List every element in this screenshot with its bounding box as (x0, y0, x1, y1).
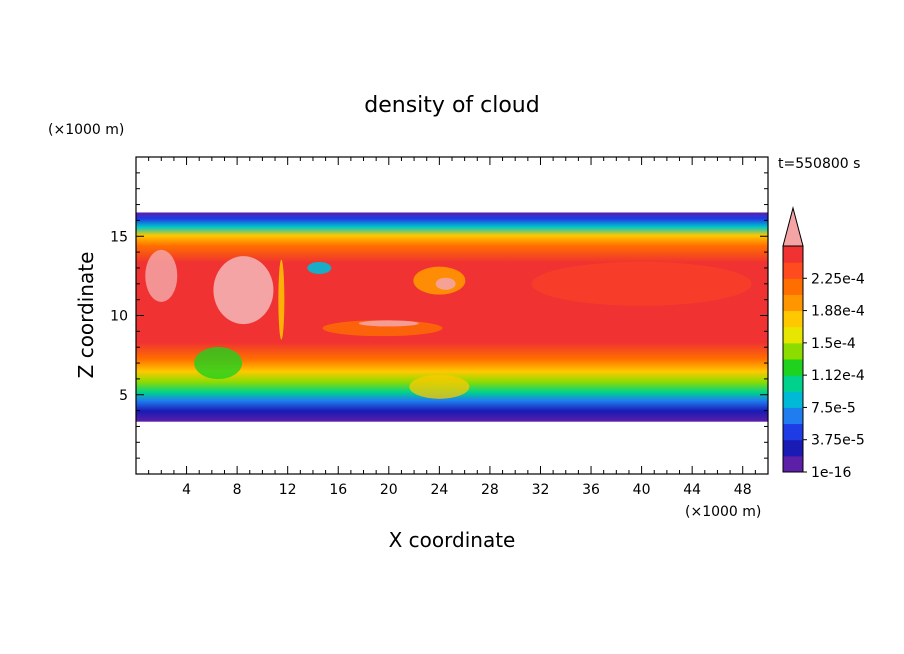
x-tick-label: 36 (582, 482, 600, 498)
density-field (136, 212, 768, 422)
x-tick-label: 32 (532, 482, 550, 498)
y-axis-label: Z coordinate (74, 252, 98, 379)
eddy (409, 374, 470, 399)
z-unit-label: (×1000 m) (48, 122, 124, 138)
colorbar-label: 7.5e-5 (811, 400, 856, 416)
colorbar-extend-arrow (782, 206, 804, 247)
x-axis: 4 8 12 16 20 24 28 32 36 40 44 48 (148, 157, 756, 498)
colorbar: 1e-16 3.75e-5 7.5e-5 1.12e-4 1.5e-4 1.88e-4 2.… (782, 206, 865, 481)
colorbar-frame (782, 245, 804, 473)
y-axis: 5 10 15 (110, 172, 768, 459)
eddy (307, 261, 332, 274)
x-tick-label: 24 (430, 482, 448, 498)
colorbar-segment (783, 326, 803, 344)
y-tick-label: 5 (119, 388, 128, 404)
colorbar-segment (783, 359, 803, 376)
colorbar-segment (783, 423, 803, 441)
colorbar-label: 2.25e-4 (811, 271, 865, 287)
x-tick-label: 48 (734, 482, 752, 498)
high-density-core (435, 277, 456, 290)
colorbar-segment (783, 342, 803, 360)
x-tick-label: 8 (233, 482, 242, 498)
turbulent-zone (194, 347, 243, 380)
x-tick-label: 28 (481, 482, 499, 498)
y-tick-label: 10 (110, 309, 128, 325)
eddy (531, 261, 752, 306)
x-tick-label: 44 (683, 482, 701, 498)
x-tick-label: 20 (380, 482, 398, 498)
colorbar-segment (783, 455, 803, 473)
colorbar-label: 1.12e-4 (811, 368, 865, 384)
high-density-core (358, 320, 419, 327)
colorbar-segment (783, 294, 803, 312)
colorbar-label: 3.75e-5 (811, 433, 865, 449)
time-label: t=550800 s (778, 156, 860, 172)
colorbar-segment (783, 246, 803, 263)
colorbar-segment (783, 310, 803, 328)
x-tick-label: 40 (633, 482, 651, 498)
colorbar-label: 1.5e-4 (811, 336, 856, 352)
x-unit-label: (×1000 m) (685, 504, 761, 520)
high-density-core (145, 249, 178, 302)
colorbar-label: 1.88e-4 (811, 304, 865, 320)
colorbar-segment (783, 391, 803, 408)
colorbar-segment (783, 278, 803, 295)
colorbar-segment (783, 375, 803, 392)
colorbar-segment (783, 407, 803, 425)
x-tick-label: 4 (182, 482, 191, 498)
x-axis-label: X coordinate (389, 528, 516, 552)
colorbar-segment (783, 439, 803, 457)
chart-title: density of cloud (364, 93, 539, 118)
x-tick-label: 16 (329, 482, 347, 498)
high-density-core (213, 256, 274, 325)
y-tick-label: 15 (110, 229, 128, 245)
eddy (278, 259, 285, 340)
colorbar-label: 1e-16 (811, 465, 851, 481)
colorbar-segment (783, 262, 803, 279)
x-tick-label: 12 (279, 482, 297, 498)
